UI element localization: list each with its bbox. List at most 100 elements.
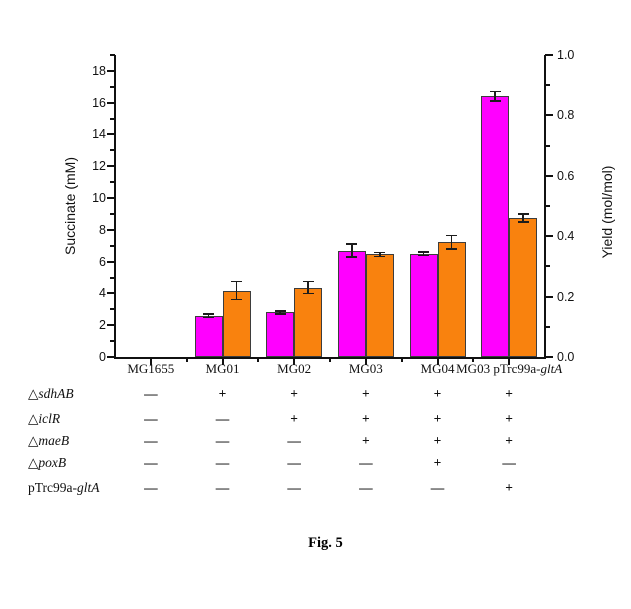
genotype-row-label-pTrc99a-gltA: pTrc99a-gltA — [28, 479, 100, 496]
genotype-cell-sdhAB-MG1655: — — [144, 386, 158, 401]
genotype-cell-pTrc99a-gltA-MG01: — — [215, 480, 230, 495]
x-major-tick — [293, 357, 296, 365]
bar-succinate-MG03 — [337, 250, 366, 357]
x-category-label: MG01 — [206, 361, 240, 376]
genotype-cell-iclR-MG03: + — [361, 411, 370, 426]
error-bar-cap-top — [446, 234, 457, 236]
genotype-cell-iclR-MG03-pTrc99a-gltA: + — [505, 411, 513, 426]
genotype-cell-maeB-MG02: — — [287, 433, 301, 448]
genotype-cell-sdhAB-MG02: + — [290, 386, 298, 401]
right-major-tick — [545, 356, 553, 358]
genotype-cell-sdhAB-MG03: + — [361, 386, 370, 401]
bar-succinate-MG01 — [194, 315, 223, 357]
left-tick-label: 14 — [92, 127, 106, 142]
left-major-tick — [107, 324, 115, 327]
error-bar-line — [450, 235, 453, 250]
bar-succinate-MG02 — [266, 312, 295, 357]
bar-succinate-MG03-pTrc99a-gltA — [481, 96, 510, 357]
left-minor-tick — [110, 117, 115, 120]
left-major-tick — [107, 101, 115, 104]
x-minor-tick — [472, 357, 475, 362]
error-bar-line — [379, 252, 381, 257]
right-minor-tick — [545, 84, 550, 87]
error-bar-cap-bottom — [517, 221, 529, 223]
left-tick-label: 4 — [99, 286, 106, 301]
right-major-tick — [545, 114, 553, 117]
x-minor-tick — [257, 357, 260, 362]
left-minor-tick — [110, 85, 115, 88]
left-axis-title: Succinate (mM) — [62, 156, 78, 256]
bar-yield-MG01 — [222, 290, 251, 357]
left-major-tick — [107, 197, 115, 200]
right-tick-label: 0.6 — [557, 168, 575, 183]
error-bar-cap-bottom — [302, 292, 314, 295]
label-text: MG03 pTrc99a- — [456, 361, 541, 376]
gene-name-italic: poxB — [38, 455, 67, 470]
left-minor-tick — [110, 149, 115, 152]
x-major-tick — [436, 357, 439, 365]
gene-name-italic: iclR — [38, 411, 61, 426]
right-tick-label: 0.8 — [557, 108, 575, 123]
bar-yield-MG02 — [294, 287, 323, 357]
right-tick-label: 0.4 — [557, 229, 575, 244]
genotype-cell-maeB-MG1655: — — [144, 433, 158, 448]
bar-yield-MG04 — [437, 242, 466, 357]
error-bar-line — [207, 314, 210, 318]
genotype-cell-poxB-MG03: — — [359, 455, 373, 470]
label-text: pTrc99a- — [28, 480, 77, 495]
label-text: MG02 — [277, 361, 312, 376]
left-tick-label: 0 — [99, 350, 106, 364]
gene-name-italic: gltA — [77, 480, 100, 495]
left-minor-tick — [110, 340, 115, 343]
error-bar-cap-bottom — [346, 256, 358, 258]
genotype-cell-maeB-MG04: + — [433, 433, 442, 448]
genotype-cell-iclR-MG04: + — [433, 411, 442, 426]
genotype-cell-iclR-MG1655: — — [144, 411, 158, 426]
error-bar-cap-bottom — [231, 298, 242, 301]
x-major-tick — [364, 357, 367, 365]
right-axis-title: Yield (mol/mol) — [599, 165, 615, 259]
left-tick-label: 6 — [99, 254, 106, 269]
error-bar-cap-top — [302, 280, 314, 283]
genotype-cell-sdhAB-MG03-pTrc99a-gltA: + — [505, 386, 513, 401]
genotype-cell-poxB-MG1655: — — [144, 455, 158, 470]
error-bar-line — [235, 281, 238, 300]
right-major-tick — [545, 235, 553, 238]
gene-name-italic: sdhAB — [38, 386, 74, 401]
genotype-cell-pTrc99a-gltA-MG03-pTrc99a-gltA: + — [505, 480, 513, 495]
genotype-cell-poxB-MG01: — — [215, 455, 230, 470]
error-bar-cap-bottom — [274, 313, 286, 315]
left-major-tick — [107, 356, 115, 358]
left-major-tick — [107, 260, 115, 263]
right-minor-tick — [545, 265, 550, 268]
x-category-label: MG1655 — [127, 361, 174, 376]
left-tick-label: 16 — [92, 95, 106, 110]
error-bar-line — [522, 214, 524, 222]
label-text: MG1655 — [127, 361, 175, 376]
left-tick-label: 10 — [92, 191, 106, 206]
left-major-tick — [107, 228, 115, 231]
left-minor-tick — [110, 244, 115, 247]
genotype-row-label-sdhAB: △sdhAB — [28, 385, 74, 402]
error-bar-line — [494, 91, 496, 102]
x-major-tick — [149, 357, 152, 365]
error-bar-line — [307, 281, 309, 294]
genotype-cell-poxB-MG02: — — [287, 455, 301, 470]
left-minor-tick — [110, 212, 115, 215]
right-minor-tick — [545, 325, 550, 328]
error-bar-line — [422, 252, 425, 256]
right-minor-tick — [545, 205, 550, 207]
error-bar-cap-bottom — [446, 248, 457, 250]
error-bar-cap-bottom — [374, 255, 386, 258]
genotype-row-label-iclR: △iclR — [28, 410, 60, 427]
label-text: △ — [28, 386, 39, 401]
error-bar-cap-top — [346, 243, 358, 245]
left-minor-tick — [110, 276, 115, 279]
right-y-axis-line — [544, 55, 546, 359]
genotype-cell-maeB-MG03: + — [361, 433, 370, 448]
genotype-cell-pTrc99a-gltA-MG02: — — [287, 480, 301, 495]
right-tick-label: 0.2 — [557, 289, 575, 304]
right-major-tick — [545, 54, 553, 56]
left-major-tick — [107, 69, 115, 72]
